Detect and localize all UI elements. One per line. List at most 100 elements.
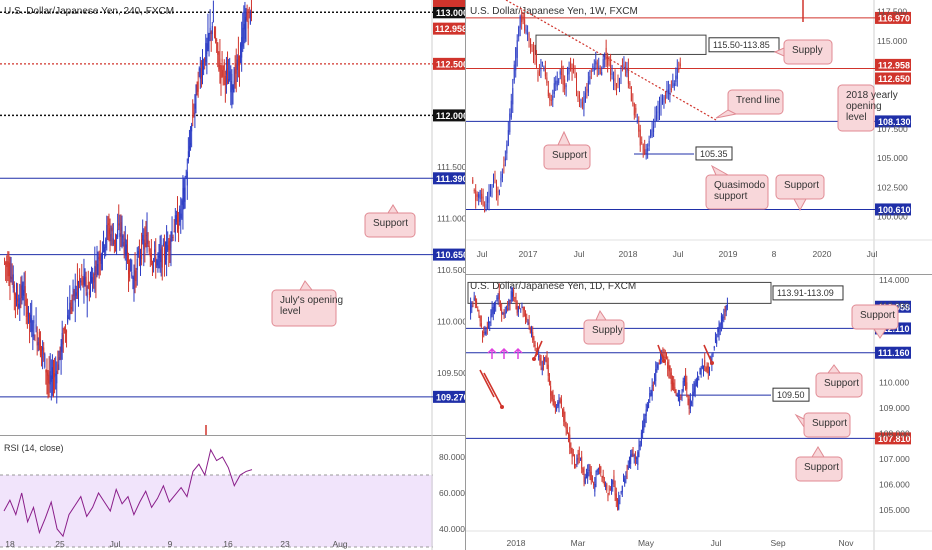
daily-y-tick: 105.000 [879, 505, 910, 515]
daily-candle [663, 355, 665, 359]
weekly-price-tag-label: 100.610 [878, 205, 911, 215]
h4-candle [176, 212, 178, 232]
h4-candle [66, 330, 68, 333]
weekly-candle [488, 191, 490, 203]
h4-candle [48, 374, 50, 384]
daily-candle [504, 312, 506, 314]
weekly-candle [583, 96, 585, 110]
daily-chart[interactable]: U.S. Dollar/Japanese Yen, 1D, FXCM 113.91… [466, 275, 932, 550]
h4-chart-panel[interactable]: U.S. Dollar/Japanese Yen, 240, FXCM 113.0… [0, 0, 466, 435]
daily-candle [489, 321, 491, 324]
daily-candle [491, 307, 493, 315]
h4-candle [38, 332, 40, 351]
daily-short-label-box [772, 387, 810, 402]
weekly-candle [495, 183, 497, 193]
h4-candle [99, 254, 101, 261]
daily-support-callout-4-pointer [811, 446, 825, 458]
weekly-candle [664, 94, 666, 100]
daily-candle [585, 474, 587, 478]
weekly-chart-panel[interactable]: U.S. Dollar/Japanese Yen, 1W, FXCM 115.50… [466, 0, 932, 275]
h4-candle [96, 257, 98, 259]
weekly-candle [547, 89, 549, 96]
weekly-candle [653, 126, 655, 133]
h4-candle [160, 249, 162, 263]
daily-candle [723, 316, 725, 318]
weekly-candle [498, 190, 500, 193]
daily-magenta-arrow [487, 347, 497, 359]
daily-candle [516, 305, 518, 314]
daily-y-tick: 110.000 [879, 377, 909, 387]
weekly-y-tick: 100.000 [877, 212, 908, 222]
h4-candle [154, 249, 156, 253]
daily-candle [558, 398, 560, 405]
daily-candle [499, 304, 501, 309]
daily-candle [596, 470, 598, 472]
weekly-candle [590, 71, 592, 73]
rsi-chart[interactable]: RSI (14, close) 80.0000 60.0000 40.0000 18 25… [0, 435, 466, 550]
daily-candle [697, 377, 699, 384]
daily-candle [496, 298, 498, 300]
weekly-candle [608, 57, 610, 62]
daily-candle [719, 323, 721, 329]
daily-candle [625, 476, 627, 478]
weekly-candle [632, 102, 634, 104]
h4-july-open-callout-text: level [280, 306, 301, 317]
h4-candle [122, 236, 124, 238]
weekly-candle [657, 106, 659, 114]
daily-candle [563, 409, 565, 422]
daily-candle [551, 392, 553, 400]
h4-candle [94, 266, 96, 276]
daily-candle [645, 409, 647, 417]
h4-candle [165, 257, 167, 263]
h4-chart[interactable]: U.S. Dollar/Japanese Yen, 240, FXCM 113.0… [0, 0, 466, 435]
daily-candle [559, 400, 561, 403]
weekly-candle [535, 58, 537, 68]
daily-support-callout-4: Support [795, 446, 843, 482]
h4-candle [36, 332, 38, 346]
h4-candle [145, 234, 147, 236]
daily-candle [615, 493, 617, 501]
daily-candle [701, 364, 703, 369]
h4-x-tick: Aug [332, 539, 347, 549]
weekly-candle [624, 66, 626, 70]
daily-candle [656, 365, 658, 369]
h4-candle [198, 68, 200, 71]
h4-candle [91, 276, 93, 282]
weekly-candle [636, 119, 638, 121]
daily-red-arrow-up [479, 369, 495, 398]
h4-candle [241, 37, 243, 58]
h4-candle [140, 255, 142, 258]
h4-candle [11, 277, 13, 280]
h4-candle [89, 283, 91, 294]
daily-red-arrow [703, 344, 713, 364]
daily-candle [655, 368, 657, 382]
weekly-y-tick: 115.000 [877, 36, 907, 46]
weekly-price-tag-label: 108.130 [878, 117, 911, 127]
h4-candle [10, 276, 12, 279]
weekly-candle [593, 67, 595, 71]
daily-candle [620, 491, 622, 493]
daily-candle [520, 308, 522, 310]
daily-candle [534, 345, 536, 347]
daily-candle [565, 427, 567, 430]
daily-supply-zone [467, 281, 772, 304]
weekly-candle [546, 77, 548, 83]
daily-candle [517, 306, 519, 313]
weekly-candle [586, 89, 588, 91]
weekly-candle [602, 59, 604, 68]
weekly-chart[interactable]: U.S. Dollar/Japanese Yen, 1W, FXCM 115.50… [466, 0, 932, 275]
h4-candle [45, 369, 47, 373]
daily-chart-panel[interactable]: U.S. Dollar/Japanese Yen, 1D, FXCM 113.91… [466, 275, 932, 550]
h4-top-tag [433, 0, 466, 7]
h4-candle [92, 277, 94, 292]
weekly-supply-zone [535, 34, 707, 55]
daily-candle [484, 331, 486, 335]
h4-candle [220, 67, 222, 78]
rsi-panel[interactable]: RSI (14, close) 80.0000 60.0000 40.0000 18 25… [0, 435, 466, 550]
weekly-support-callout-2-pointer [793, 198, 807, 212]
h4-candle [25, 299, 27, 317]
h4-candle [143, 239, 145, 250]
daily-candle [712, 352, 714, 354]
daily-candle [608, 492, 610, 494]
h4-candle [137, 250, 139, 255]
